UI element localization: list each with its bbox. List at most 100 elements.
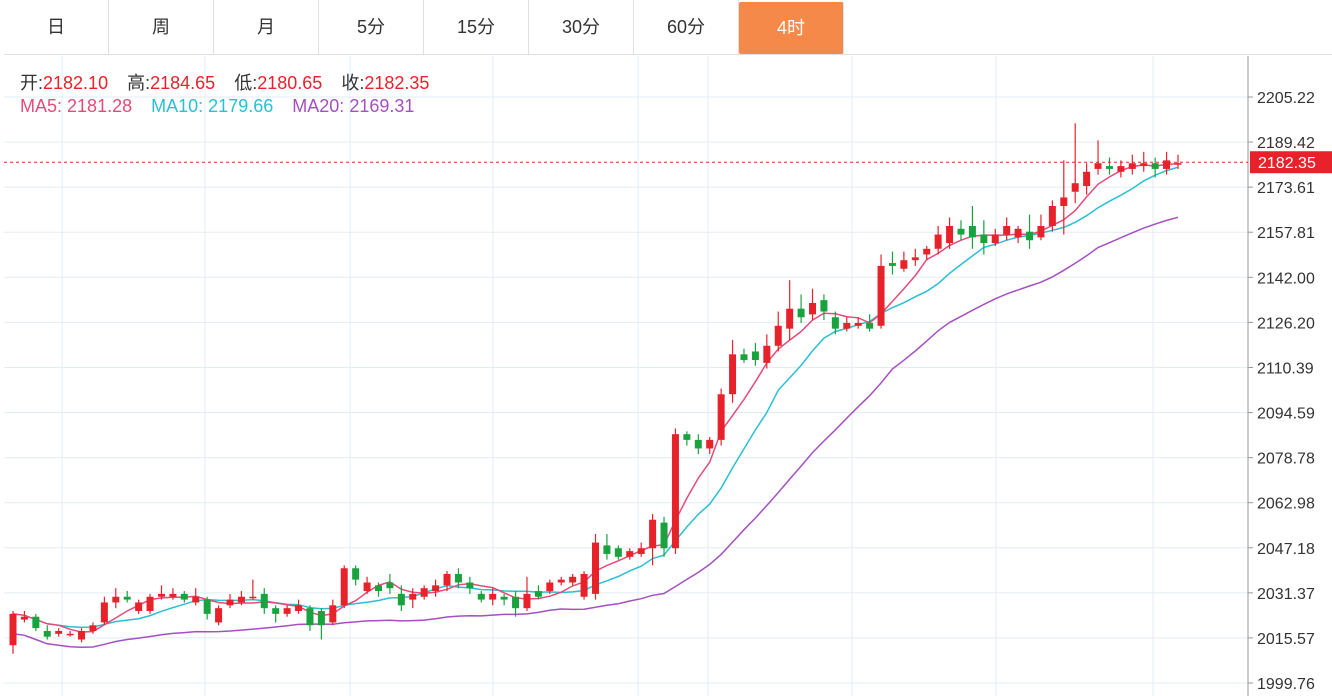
candle-body [237,596,245,603]
timeframe-tabs: 日 周 月 5分 15分 30分 60分 4时 [4,0,1332,55]
candle-body [169,593,177,597]
candle-body [363,582,371,592]
close-value: 2182.35 [364,73,430,93]
tab-30min[interactable]: 30分 [529,0,634,54]
candle-body [1105,166,1113,169]
candle-body [706,439,714,449]
candle-body [934,234,942,249]
y-tick-label: 1999.76 [1257,676,1315,693]
open-label: 开: [20,73,44,93]
candle-body [1026,231,1034,241]
tab-5min[interactable]: 5分 [319,0,424,54]
candle-body [203,599,211,614]
candle-body [135,602,143,612]
candle-body [1163,160,1171,169]
tab-month[interactable]: 月 [214,0,319,54]
candle-body [260,593,268,609]
candle-body [409,593,417,600]
tab-15min[interactable]: 15分 [424,0,529,54]
candle-body [1060,197,1068,207]
candle-body [763,345,771,363]
candle-body [580,573,588,597]
candle-body [295,605,303,612]
candle-body [1003,225,1011,235]
candle-body [911,257,919,261]
tab-4hour[interactable]: 4时 [739,2,844,54]
tab-day[interactable]: 日 [4,0,109,54]
candle-body [683,434,691,440]
y-tick-label: 2078.78 [1257,451,1315,468]
tab-60min[interactable]: 60分 [634,0,739,54]
ma-readout: MA5: 2181.28 MA10: 2179.66 MA20: 2169.31 [20,96,414,117]
candle-body [374,585,382,592]
ma10-value: 2179.66 [208,96,274,116]
open-value: 2182.10 [43,73,109,93]
y-tick-label: 2062.98 [1257,496,1315,513]
candle-body [1094,163,1102,169]
candle-body [1014,228,1022,238]
candle-body [329,605,337,623]
candle-body [78,630,86,640]
candle-body [272,608,280,614]
ohlc-readout: 开:2182.10 高:2184.65 低:2180.65 收:2182.35 [20,69,443,95]
candle-body [1128,163,1136,169]
candle-body [1151,163,1159,169]
high-label: 高: [127,73,151,93]
y-tick-label: 2015.57 [1257,631,1315,648]
candle-body [1117,166,1125,172]
candle-body [991,234,999,244]
candle-body [923,248,931,255]
candle-body [980,234,988,244]
candle-body [9,613,17,646]
candle-body [512,596,520,609]
candle-body [352,568,360,580]
candle-body [146,596,154,612]
candle-body [534,591,542,597]
ma5-label: MA5: [20,96,63,116]
candle-body [592,542,599,594]
candle-body [397,593,405,606]
candle-body [569,576,577,583]
candle-body [317,611,325,626]
close-label: 收: [341,73,365,93]
candle-body [123,596,131,600]
candle-body [820,300,828,312]
candle-body [100,602,108,623]
candle-body [797,308,805,318]
candle-body [603,545,611,554]
candle-body [831,317,839,329]
candle-body [157,593,165,597]
candle-body [454,573,462,583]
candle-body [729,354,737,395]
candle-body [751,351,759,361]
candle-body [192,596,200,603]
candle-body [340,568,348,606]
tab-week[interactable]: 周 [109,0,214,54]
y-tick-label: 2157.81 [1257,225,1315,242]
candle-body [900,260,908,269]
y-tick-label: 2094.59 [1257,406,1315,423]
candle-body [89,625,97,631]
candle-body [717,394,725,440]
candle-body [180,593,188,600]
candle-body [249,596,257,599]
candle-body [443,573,451,586]
candle-body [546,582,554,592]
candle-body [226,599,234,606]
last-price-tag [1250,151,1332,174]
candle-body [626,551,634,557]
ma20-label: MA20: [292,96,345,116]
y-tick-label: 2047.18 [1257,541,1315,558]
y-tick-label: 2110.39 [1257,360,1314,377]
candle-body [20,616,28,620]
candle-body [32,616,40,629]
candle-body [386,582,394,589]
candle-body [649,519,657,549]
candle-body [866,322,874,329]
candle-body [112,596,120,603]
candle-body [466,582,474,589]
candle-body [946,225,954,244]
candle-body [637,548,645,554]
candle-body [66,633,74,636]
